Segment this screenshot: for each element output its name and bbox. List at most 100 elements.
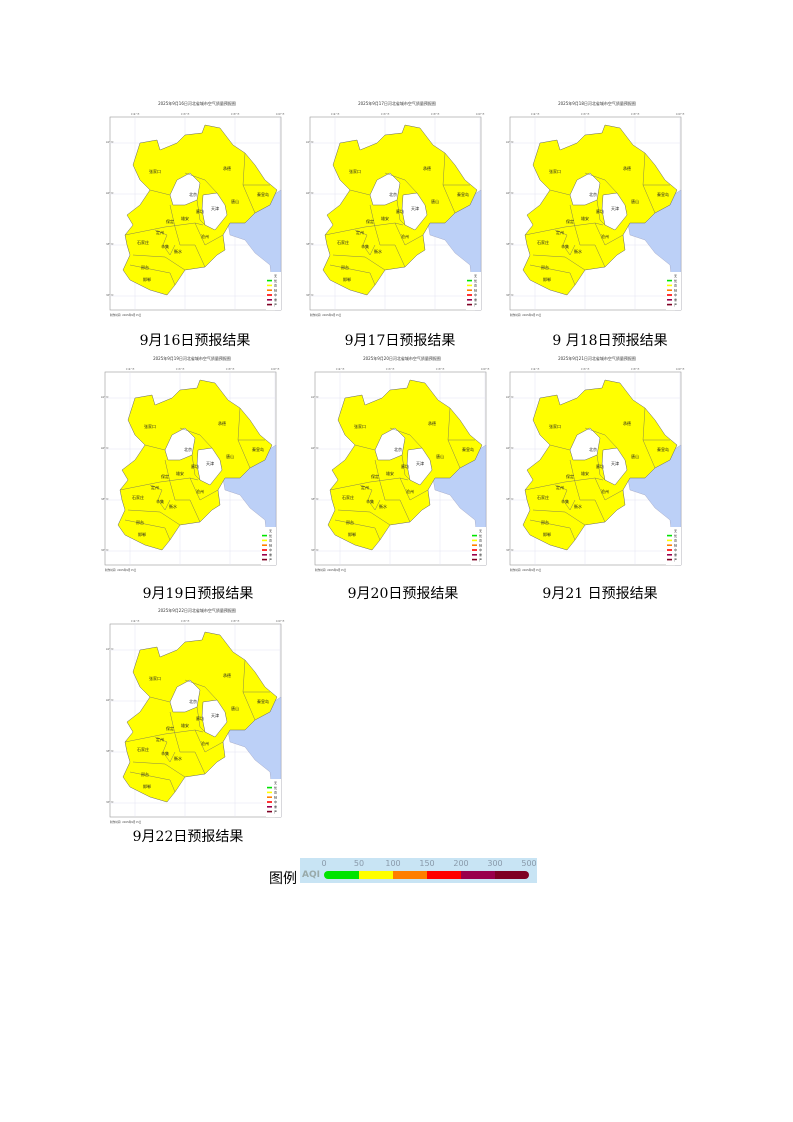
lon-tick-label: 114° E [131, 620, 140, 623]
city-label: 衡水 [169, 503, 177, 509]
city-border [149, 189, 171, 196]
lat-tick-label: 38° N [306, 243, 314, 246]
map-caption: 9月16日预报结果 [139, 333, 251, 349]
city-label: 辛集 [161, 243, 169, 249]
aqi-tick-label: 0 [321, 859, 327, 868]
map-legend-label: 无 [269, 529, 272, 533]
map-title: 2025年9月21日河北省城市空气质量预报图 [558, 355, 636, 361]
aqi-color-segment [495, 871, 529, 879]
lat-tick-label: 36° N [306, 294, 314, 297]
city-border [129, 771, 176, 793]
city-border [162, 751, 176, 763]
city-label: 沧州 [201, 740, 209, 746]
city-border [362, 244, 376, 256]
map-footer: 制作时间: 2025年9月15日 [110, 820, 142, 824]
map-title: 2025年9月22日河北省城市空气质量预报图 [158, 607, 236, 613]
lat-tick-label: 38° N [106, 750, 114, 753]
aqi-tick-label: 200 [453, 859, 469, 868]
map-legend-label: 无 [274, 781, 277, 785]
map-legend-swatch [472, 549, 477, 551]
city-label: 秦皇岛 [257, 191, 269, 197]
map-legend-label: 中 [269, 547, 272, 552]
city-label: 唐山 [231, 705, 239, 711]
map-legend-swatch [262, 539, 267, 542]
city-label: 保定 [371, 473, 379, 479]
lat-tick-label: 40° N [101, 447, 109, 450]
map-legend-swatch [267, 782, 272, 784]
city-label: 张家口 [354, 423, 366, 429]
city-border [129, 264, 176, 286]
city-border [191, 454, 201, 481]
map-legend-swatch [467, 289, 472, 291]
city-border [569, 459, 606, 523]
lat-tick-label: 40° N [306, 192, 314, 195]
lon-tick-label: 120° E [481, 368, 490, 371]
map-legend-swatch [262, 549, 267, 551]
city-label: 北京 [394, 446, 402, 452]
city-border [132, 761, 186, 778]
city-border [184, 679, 218, 701]
map-legend-label: 优 [274, 785, 277, 790]
city-label: 北京 [184, 446, 192, 452]
city-border [127, 509, 181, 526]
map-title: 2025年9月20日河北省城市空气质量预报图 [363, 355, 441, 361]
lon-tick-label: 114° E [531, 368, 540, 371]
city-border [532, 254, 586, 271]
city-label: 石家庄 [342, 494, 354, 500]
city-label: 邢台 [541, 519, 549, 525]
lon-tick-label: 116° E [381, 113, 390, 116]
city-border [119, 477, 199, 491]
map-legend-label: 严 [474, 303, 477, 307]
map-legend-label: 严 [479, 558, 482, 562]
city-border [154, 229, 168, 246]
city-label: 雄安 [386, 470, 394, 476]
city-label: 雄安 [181, 722, 189, 728]
city-border [332, 254, 386, 271]
city-border [549, 444, 571, 451]
city-border [396, 199, 406, 226]
city-border [149, 484, 163, 501]
map-legend-label: 严 [674, 558, 677, 562]
city-border [149, 696, 171, 703]
city-label: 天津 [211, 205, 219, 211]
map-legend-label: 轻 [674, 542, 677, 547]
city-label: 邢台 [141, 771, 149, 777]
city-border [157, 499, 171, 511]
map-legend-label: 重 [674, 297, 677, 302]
map-legend-label: 良 [674, 283, 677, 288]
city-label: 邯郸 [138, 531, 146, 537]
aqi-tick-label: 50 [353, 859, 365, 868]
map-legend-label: 优 [479, 533, 482, 538]
aqi-color-segment [427, 871, 461, 879]
city-border [596, 454, 606, 481]
map-legend-label: 无 [474, 274, 477, 278]
map-legend-swatch [267, 303, 272, 306]
lon-tick-label: 114° E [331, 113, 340, 116]
city-label: 天津 [416, 460, 424, 466]
map-legend-label: 重 [274, 297, 277, 302]
city-label: 沧州 [601, 488, 609, 494]
city-label: 衡水 [374, 248, 382, 254]
lon-tick-label: 120° E [476, 113, 485, 116]
city-label: 雄安 [581, 470, 589, 476]
map-legend-swatch [262, 554, 267, 556]
map-image: 2025年9月17日河北省城市空气质量预报图 114° E 116° E 118° E… [306, 100, 485, 317]
map-legend-swatch [667, 289, 672, 291]
city-border [569, 204, 606, 268]
beijing-region [369, 172, 401, 206]
city-label: 秦皇岛 [657, 446, 669, 452]
city-label: 沧州 [601, 233, 609, 239]
city-border [164, 459, 201, 523]
map-legend-swatch [667, 303, 672, 306]
city-label: 辛集 [156, 498, 164, 504]
map-legend-label: 优 [474, 278, 477, 283]
city-label: 沧州 [401, 233, 409, 239]
lon-tick-label: 118° E [231, 620, 240, 623]
city-label: 石家庄 [137, 746, 149, 752]
map-image: 2025年9月16日河北省城市空气质量预报图 114° E 116° E 118° E… [106, 100, 284, 317]
map-legend-label: 优 [274, 278, 277, 283]
city-label: 张家口 [349, 168, 361, 174]
lon-tick-label: 116° E [581, 368, 590, 371]
map-legend-label: 严 [274, 303, 277, 307]
lon-tick-label: 120° E [676, 113, 685, 116]
